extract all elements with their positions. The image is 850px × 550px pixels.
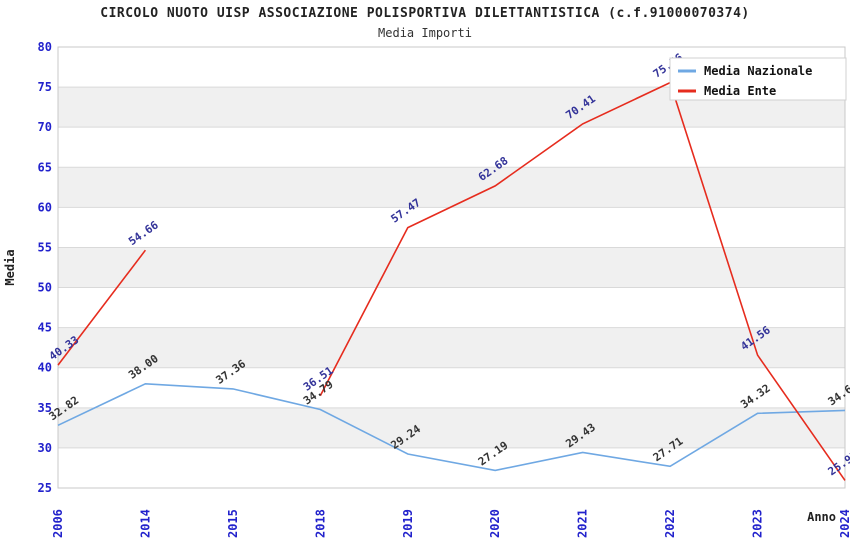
x-tick-label: 2023: [751, 509, 765, 538]
x-tick-label: 2006: [51, 509, 65, 538]
x-tick-label: 2022: [663, 509, 677, 538]
data-label: 34.32: [738, 382, 773, 412]
y-tick-label: 50: [38, 281, 52, 295]
y-tick-label: 35: [38, 401, 52, 415]
legend-label-media-nazionale: Media Nazionale: [704, 64, 812, 78]
series-line-media-nazionale: [57, 382, 846, 472]
plot-band: [58, 327, 845, 368]
y-tick-label: 45: [38, 321, 52, 335]
y-tick-label: 30: [38, 441, 52, 455]
chart-title: CIRCOLO NUOTO UISP ASSOCIAZIONE POLISPOR…: [100, 6, 750, 21]
y-tick-label: 60: [38, 200, 52, 214]
legend: Media Nazionale Media Ente: [669, 57, 847, 101]
series-line-media-ente: [319, 81, 846, 481]
y-axis-title: Media: [3, 249, 17, 285]
x-tick-label: 2021: [576, 509, 590, 538]
x-tick-label: 2018: [313, 509, 327, 538]
plot-border: [57, 46, 846, 489]
x-tick-label: 2015: [226, 509, 240, 538]
legend-box: [669, 57, 847, 101]
y-tick-label: 25: [38, 481, 52, 495]
plot-band: [58, 407, 845, 448]
x-tick-label: 2014: [138, 509, 152, 538]
y-tick-label: 65: [38, 160, 52, 174]
plot-band: [58, 247, 845, 288]
y-tick-label: 80: [38, 40, 52, 54]
data-label: 25.95: [826, 449, 850, 479]
y-tick-label: 75: [38, 80, 52, 94]
y-tick-label: 40: [38, 361, 52, 375]
data-label: 34.68: [826, 379, 850, 409]
y-tick-label: 55: [38, 240, 52, 254]
series-line-media-ente: [57, 249, 147, 366]
x-tick-label: 2024: [838, 509, 850, 538]
data-label: 54.66: [126, 218, 161, 248]
legend-label-media-ente: Media Ente: [704, 84, 776, 98]
y-tick-label: 70: [38, 120, 52, 134]
x-tick-label: 2020: [488, 509, 502, 538]
x-axis-title: Anno: [807, 510, 836, 524]
plot-band: [58, 167, 845, 208]
x-tick-label: 2019: [401, 509, 415, 538]
chart-subtitle: Media Importi: [378, 26, 472, 40]
